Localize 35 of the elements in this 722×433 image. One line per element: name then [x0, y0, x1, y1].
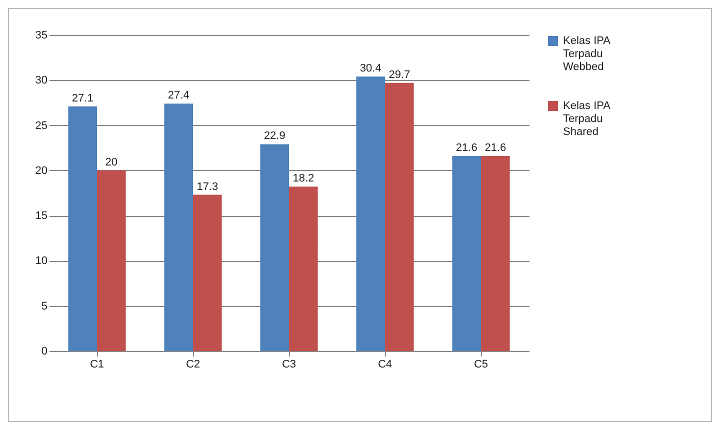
- bar: [356, 76, 385, 351]
- legend-label: Kelas IPA Terpadu Shared: [563, 100, 612, 138]
- y-tick-label: 30: [35, 74, 48, 87]
- data-label: 21.6: [456, 142, 478, 154]
- bar: [193, 194, 222, 351]
- data-label: 18.2: [292, 172, 314, 185]
- data-label: 30.4: [360, 62, 382, 75]
- data-label: 29.7: [388, 68, 410, 81]
- data-label: 21.6: [484, 142, 506, 154]
- x-tick-label: C1: [90, 358, 104, 370]
- bar: [97, 170, 126, 351]
- y-tick-label: 20: [35, 164, 48, 177]
- y-tick-label: 5: [41, 300, 48, 312]
- bar: [68, 106, 97, 351]
- y-tick-label: 10: [35, 255, 48, 268]
- y-tick-label: 35: [35, 30, 48, 42]
- bar: [481, 156, 510, 351]
- data-label: 17.3: [196, 180, 218, 193]
- bar: [164, 104, 193, 351]
- legend-label: Kelas IPA Terpadu Webbed: [563, 35, 612, 73]
- data-label: 27.4: [168, 90, 190, 102]
- bar: [385, 82, 414, 351]
- data-label: 22.9: [264, 130, 286, 142]
- x-tick-label: C2: [186, 358, 200, 370]
- y-tick-label: 25: [35, 120, 48, 132]
- y-tick-label: 0: [41, 346, 48, 358]
- x-tick-label: C3: [282, 358, 296, 370]
- data-label: 27.1: [72, 92, 94, 104]
- bar: [452, 156, 481, 351]
- x-tick-label: C4: [378, 358, 392, 370]
- bar: [260, 144, 289, 351]
- x-tick-label: C5: [474, 358, 488, 370]
- data-label: 20: [105, 156, 118, 168]
- bar: [289, 186, 318, 351]
- y-tick-label: 15: [35, 210, 48, 222]
